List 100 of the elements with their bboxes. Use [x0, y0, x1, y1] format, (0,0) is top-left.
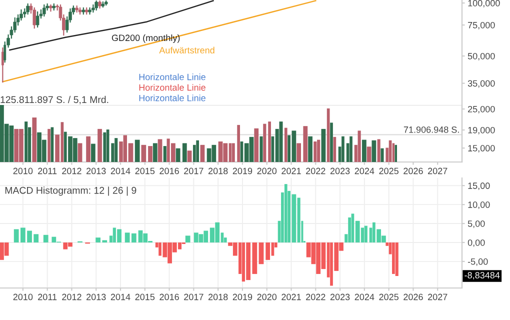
x-tick-label: 2018 — [208, 168, 228, 174]
x-tick-label: 2013 — [86, 294, 106, 300]
bar — [185, 236, 190, 242]
bar — [395, 242, 398, 276]
x-tick-label: 2013 — [86, 168, 106, 174]
x-tick-label: 2021 — [282, 294, 301, 300]
bar — [187, 150, 192, 162]
candlestick — [1, 47, 4, 83]
bar — [192, 144, 196, 162]
text: -8,83484 — [464, 272, 500, 280]
bar — [333, 136, 336, 162]
bar — [117, 229, 122, 242]
bar — [4, 242, 9, 256]
x-tick-label: 2012 — [62, 168, 82, 174]
series-label: Aufwärtstrend — [159, 46, 214, 54]
bar — [326, 108, 330, 162]
y-tick-label: 35,000 — [468, 80, 495, 88]
bar — [330, 122, 333, 162]
bar — [254, 128, 259, 162]
x-tick-label: 2026 — [404, 294, 423, 300]
bar — [237, 124, 240, 162]
candlestick — [36, 11, 40, 28]
text: MACD Histogramm: 12 | 26 | 9 — [5, 186, 136, 196]
bar — [98, 128, 102, 162]
candlestick — [42, 4, 46, 17]
x-tick-label: 2016 — [160, 294, 179, 300]
y-tick-label: 5,00 — [468, 220, 485, 228]
bar — [303, 126, 308, 162]
annotation: Horizontale Linie — [139, 94, 206, 102]
bar — [114, 138, 118, 162]
y-tick-label: 0,00 — [468, 239, 485, 247]
bar — [296, 143, 302, 162]
bar — [176, 148, 180, 162]
bar — [258, 242, 264, 264]
bar — [24, 122, 28, 162]
bar — [103, 132, 106, 162]
bar — [366, 146, 372, 162]
x-tick-label: 2018 — [208, 294, 228, 300]
y-tick-label: 10,00 — [468, 202, 490, 209]
x-tick-label: 2023 — [330, 168, 350, 174]
bar — [380, 148, 384, 162]
x-tick-label: 2014 — [110, 294, 130, 300]
x-tick-label: 2010 — [13, 168, 33, 174]
annotation: Horizontale Linie — [139, 84, 206, 91]
bar — [392, 242, 395, 274]
bar — [260, 136, 263, 162]
bar — [48, 128, 50, 162]
y-tick-label: 75,000 — [468, 22, 495, 30]
x-tick-label: 2027 — [428, 294, 448, 300]
bar — [364, 226, 368, 242]
bar — [321, 128, 326, 162]
y-tick-label: -5,00 — [468, 258, 488, 266]
x-tick-label: 2023 — [330, 294, 350, 300]
y-tick-label: 15,000 — [468, 145, 495, 152]
x-tick-label: 2017 — [184, 294, 204, 300]
bar — [394, 144, 397, 162]
x-tick-label: 2020 — [257, 294, 277, 300]
bar — [152, 143, 158, 162]
bar — [163, 146, 166, 162]
y-tick-label: 15,00 — [468, 182, 490, 190]
y-tick-label: 25,000 — [468, 106, 495, 114]
x-tick-label: 2016 — [160, 168, 179, 174]
bar — [148, 146, 152, 162]
x-tick-label: 2011 — [38, 294, 57, 300]
bar — [141, 144, 146, 162]
bar — [314, 141, 317, 162]
bar — [362, 140, 366, 162]
bar — [317, 140, 320, 162]
x-tick-label: 2022 — [306, 294, 326, 300]
ref-line-label: 125.811.897 S. / 5,1 Mrd. — [0, 96, 108, 104]
bar — [279, 122, 283, 162]
bar — [377, 139, 380, 162]
y-tick-label: 19,000 — [468, 126, 495, 134]
x-tick-label: 2022 — [306, 168, 326, 174]
x-tick-label: 2015 — [135, 294, 155, 300]
bar — [284, 128, 288, 162]
x-tick-label: 2026 — [404, 168, 423, 174]
bar — [266, 242, 270, 260]
x-tick-label: 2014 — [110, 168, 130, 174]
bar — [392, 143, 395, 162]
y-tick-label: 100,000 — [468, 0, 500, 8]
bar — [232, 143, 235, 162]
x-tick-label: 2019 — [232, 168, 252, 174]
x-tick-label: 2017 — [184, 168, 204, 174]
bar — [32, 118, 37, 162]
bar — [284, 184, 288, 242]
bar — [43, 234, 48, 242]
bar — [196, 140, 200, 162]
x-tick-label: 2020 — [257, 168, 277, 174]
bar — [158, 139, 162, 162]
bar — [86, 136, 90, 162]
bar — [78, 143, 82, 162]
bar — [308, 136, 312, 162]
x-tick-label: 2012 — [62, 294, 82, 300]
x-tick-label: 2025 — [379, 168, 398, 174]
bar — [90, 144, 96, 162]
bar — [342, 136, 344, 162]
bar — [358, 130, 361, 162]
x-tick-label: 2011 — [38, 168, 57, 174]
bar — [182, 143, 187, 162]
